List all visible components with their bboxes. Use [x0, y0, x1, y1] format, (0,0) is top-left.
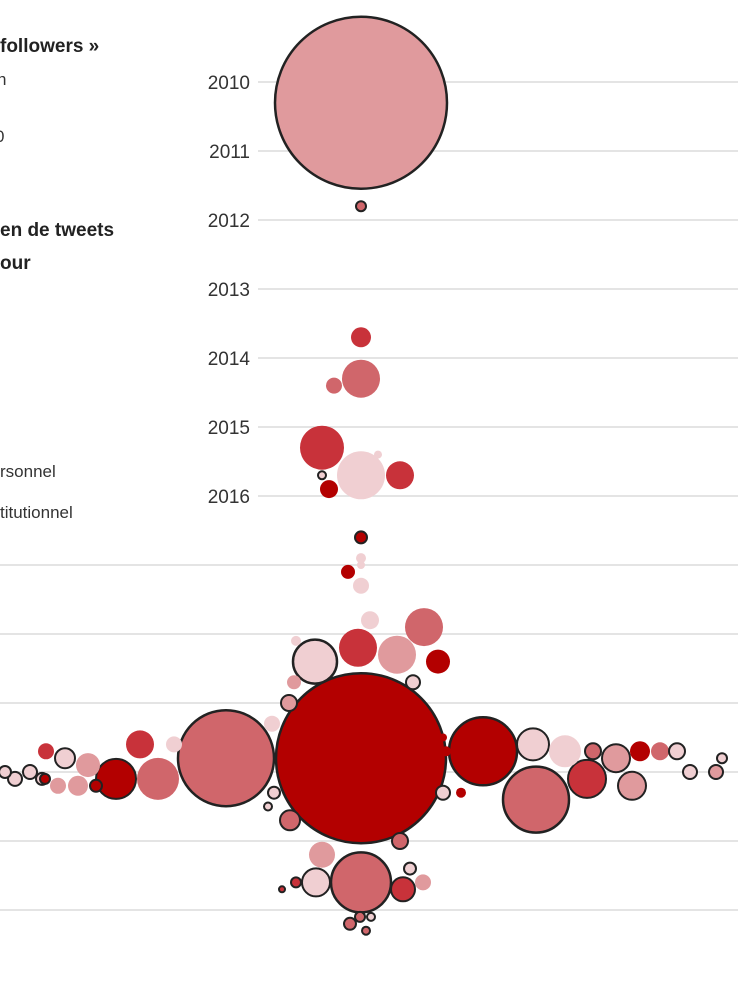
bubble[interactable] [361, 611, 379, 630]
bubble-outlined[interactable] [435, 784, 451, 801]
bubble[interactable] [264, 715, 280, 732]
bubble-outlined[interactable] [317, 470, 327, 481]
bubble-outlined[interactable] [291, 638, 339, 685]
bubble-outlined[interactable] [7, 770, 23, 787]
bubble[interactable] [166, 736, 182, 753]
bubble[interactable] [386, 461, 414, 490]
y-tick-label: 2010 [208, 73, 250, 94]
bubble-outlined[interactable] [354, 910, 366, 923]
bubble-outlined[interactable] [516, 727, 550, 762]
color-legend-title-1: en de tweets [0, 220, 115, 241]
bubble-outlined[interactable] [89, 778, 103, 793]
bubble-outlined[interactable] [39, 772, 51, 785]
bubble-outlined[interactable] [584, 742, 602, 761]
bubble[interactable] [651, 742, 669, 761]
bubble[interactable] [351, 327, 371, 348]
bubble-outlined[interactable] [95, 757, 137, 800]
bubble-outlined[interactable] [54, 747, 76, 770]
bubble[interactable] [309, 841, 335, 868]
bubble[interactable] [320, 480, 338, 499]
y-tick-label: 2014 [208, 349, 251, 370]
bubble-outlined[interactable] [366, 911, 376, 922]
bubble-outlined[interactable] [273, 15, 449, 190]
bubble-outlined[interactable] [280, 694, 298, 712]
bubble-outlined[interactable] [176, 708, 276, 808]
y-tick-label: 2012 [208, 211, 250, 232]
bubble-outlined[interactable] [682, 764, 698, 780]
type-legend-institutional: titutionnel [0, 503, 73, 522]
bubble[interactable] [630, 741, 650, 762]
bubble-outlined[interactable] [447, 716, 519, 787]
bubble[interactable] [76, 753, 100, 778]
y-tick-label: 2016 [208, 487, 250, 508]
bubble[interactable] [356, 553, 366, 564]
bubble-outlined[interactable] [668, 742, 686, 761]
bubble-outlined[interactable] [279, 809, 301, 832]
bubble[interactable] [549, 735, 581, 768]
bubble[interactable] [291, 635, 301, 646]
y-tick-label: 2011 [209, 142, 250, 163]
bubble[interactable] [426, 649, 450, 674]
y-tick-label: 2013 [208, 280, 250, 301]
bubble-outlined[interactable] [267, 785, 281, 800]
bubble[interactable] [341, 564, 355, 579]
bubble-outlined[interactable] [501, 765, 571, 834]
bubble-outlined[interactable] [343, 916, 357, 931]
type-legend-personal: rsonnel [0, 462, 56, 481]
bubble[interactable] [68, 775, 88, 796]
color-legend-title-2: our [0, 253, 31, 274]
bubble[interactable] [300, 425, 344, 470]
bubble[interactable] [342, 359, 380, 398]
bubble-outlined[interactable] [354, 530, 368, 545]
bubble-outlined[interactable] [391, 832, 409, 850]
bubble[interactable] [339, 628, 377, 667]
bubble-outlined[interactable] [708, 764, 724, 780]
bubble-outlined[interactable] [274, 671, 448, 845]
bubble[interactable] [405, 608, 443, 647]
bubble[interactable] [126, 730, 154, 759]
size-legend-title: followers » [0, 36, 100, 57]
bubble-outlined[interactable] [301, 867, 331, 898]
bubble-outlined[interactable] [263, 801, 273, 812]
bubble-outlined[interactable] [567, 758, 607, 799]
bubble[interactable] [337, 451, 385, 500]
bubble[interactable] [441, 746, 451, 757]
bubble[interactable] [378, 635, 416, 674]
bubble-outlined[interactable] [355, 200, 367, 213]
bubble-outlined[interactable] [716, 752, 728, 765]
bubble[interactable] [137, 757, 179, 800]
bubble[interactable] [353, 577, 369, 594]
bubble-outlined[interactable] [290, 876, 302, 889]
bubble-outlined[interactable] [278, 885, 286, 894]
bubble[interactable] [287, 675, 301, 690]
legend: followers » n 0 en de tweets our rsonnel… [0, 0, 200, 560]
size-legend-line2: 0 [0, 127, 4, 147]
bubble-outlined[interactable] [403, 861, 417, 876]
bubble[interactable] [50, 777, 66, 794]
bubble-outlined[interactable] [0, 765, 12, 779]
bubble-outlined[interactable] [390, 876, 416, 903]
bubble[interactable] [374, 450, 382, 459]
bubble[interactable] [357, 561, 365, 569]
bubble[interactable] [326, 377, 342, 394]
bubble-outlined[interactable] [22, 764, 38, 780]
y-tick-label: 2015 [208, 418, 250, 439]
bubble-outlined[interactable] [329, 851, 393, 914]
size-legend-line1: n [0, 70, 7, 89]
bubble[interactable] [38, 743, 54, 760]
bubble-outlined[interactable] [601, 743, 631, 774]
bubble-outlined[interactable] [361, 925, 371, 936]
bubble[interactable] [415, 874, 431, 891]
bubble[interactable] [439, 733, 447, 742]
bubble-outlined[interactable] [617, 770, 647, 801]
bubble[interactable] [456, 787, 466, 798]
bubble-outlined[interactable] [405, 674, 421, 691]
